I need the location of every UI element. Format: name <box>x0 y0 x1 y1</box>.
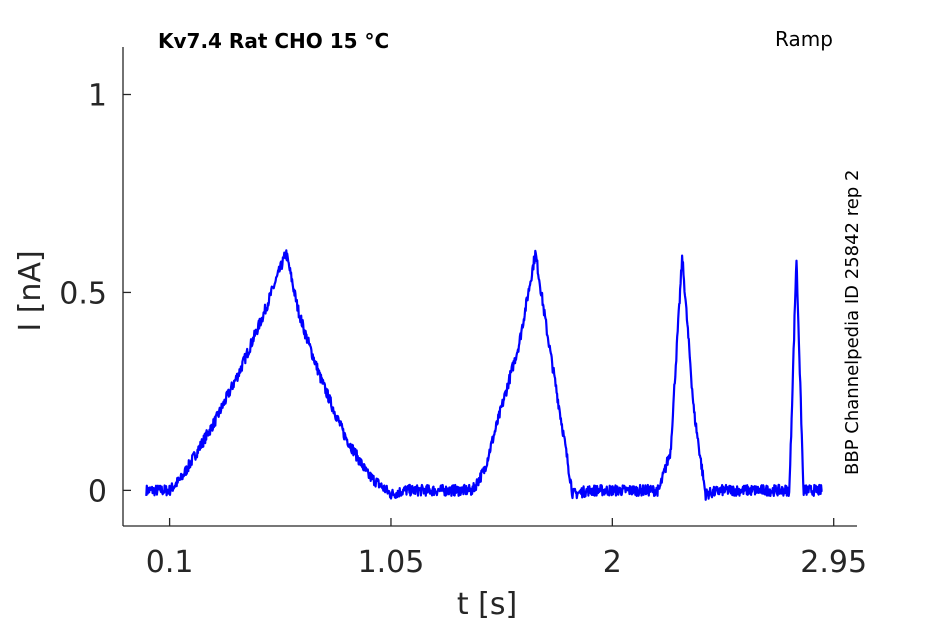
tick-layer: 0.1 1.05 2 2.95 0 0.5 1 <box>59 79 867 580</box>
x-axis-label: t [s] <box>457 587 517 622</box>
current-trace <box>145 249 823 501</box>
source-note: BBP Channelpedia ID 25842 rep 2 <box>842 170 863 475</box>
protocol-label: Ramp <box>775 27 833 51</box>
x-tick-label: 1.05 <box>358 545 425 580</box>
y-tick-label: 0.5 <box>59 276 107 311</box>
trace-layer <box>145 249 823 501</box>
x-tick-label: 0.1 <box>146 545 194 580</box>
axes <box>122 47 857 527</box>
x-tick-label: 2.95 <box>800 545 867 580</box>
y-axis-label: I [nA] <box>13 250 48 331</box>
chart-title: Kv7.4 Rat CHO 15 °C <box>158 29 389 53</box>
x-tick-label: 2 <box>603 545 622 580</box>
y-tick-label: 0 <box>88 474 107 509</box>
y-tick-label: 1 <box>88 79 107 114</box>
